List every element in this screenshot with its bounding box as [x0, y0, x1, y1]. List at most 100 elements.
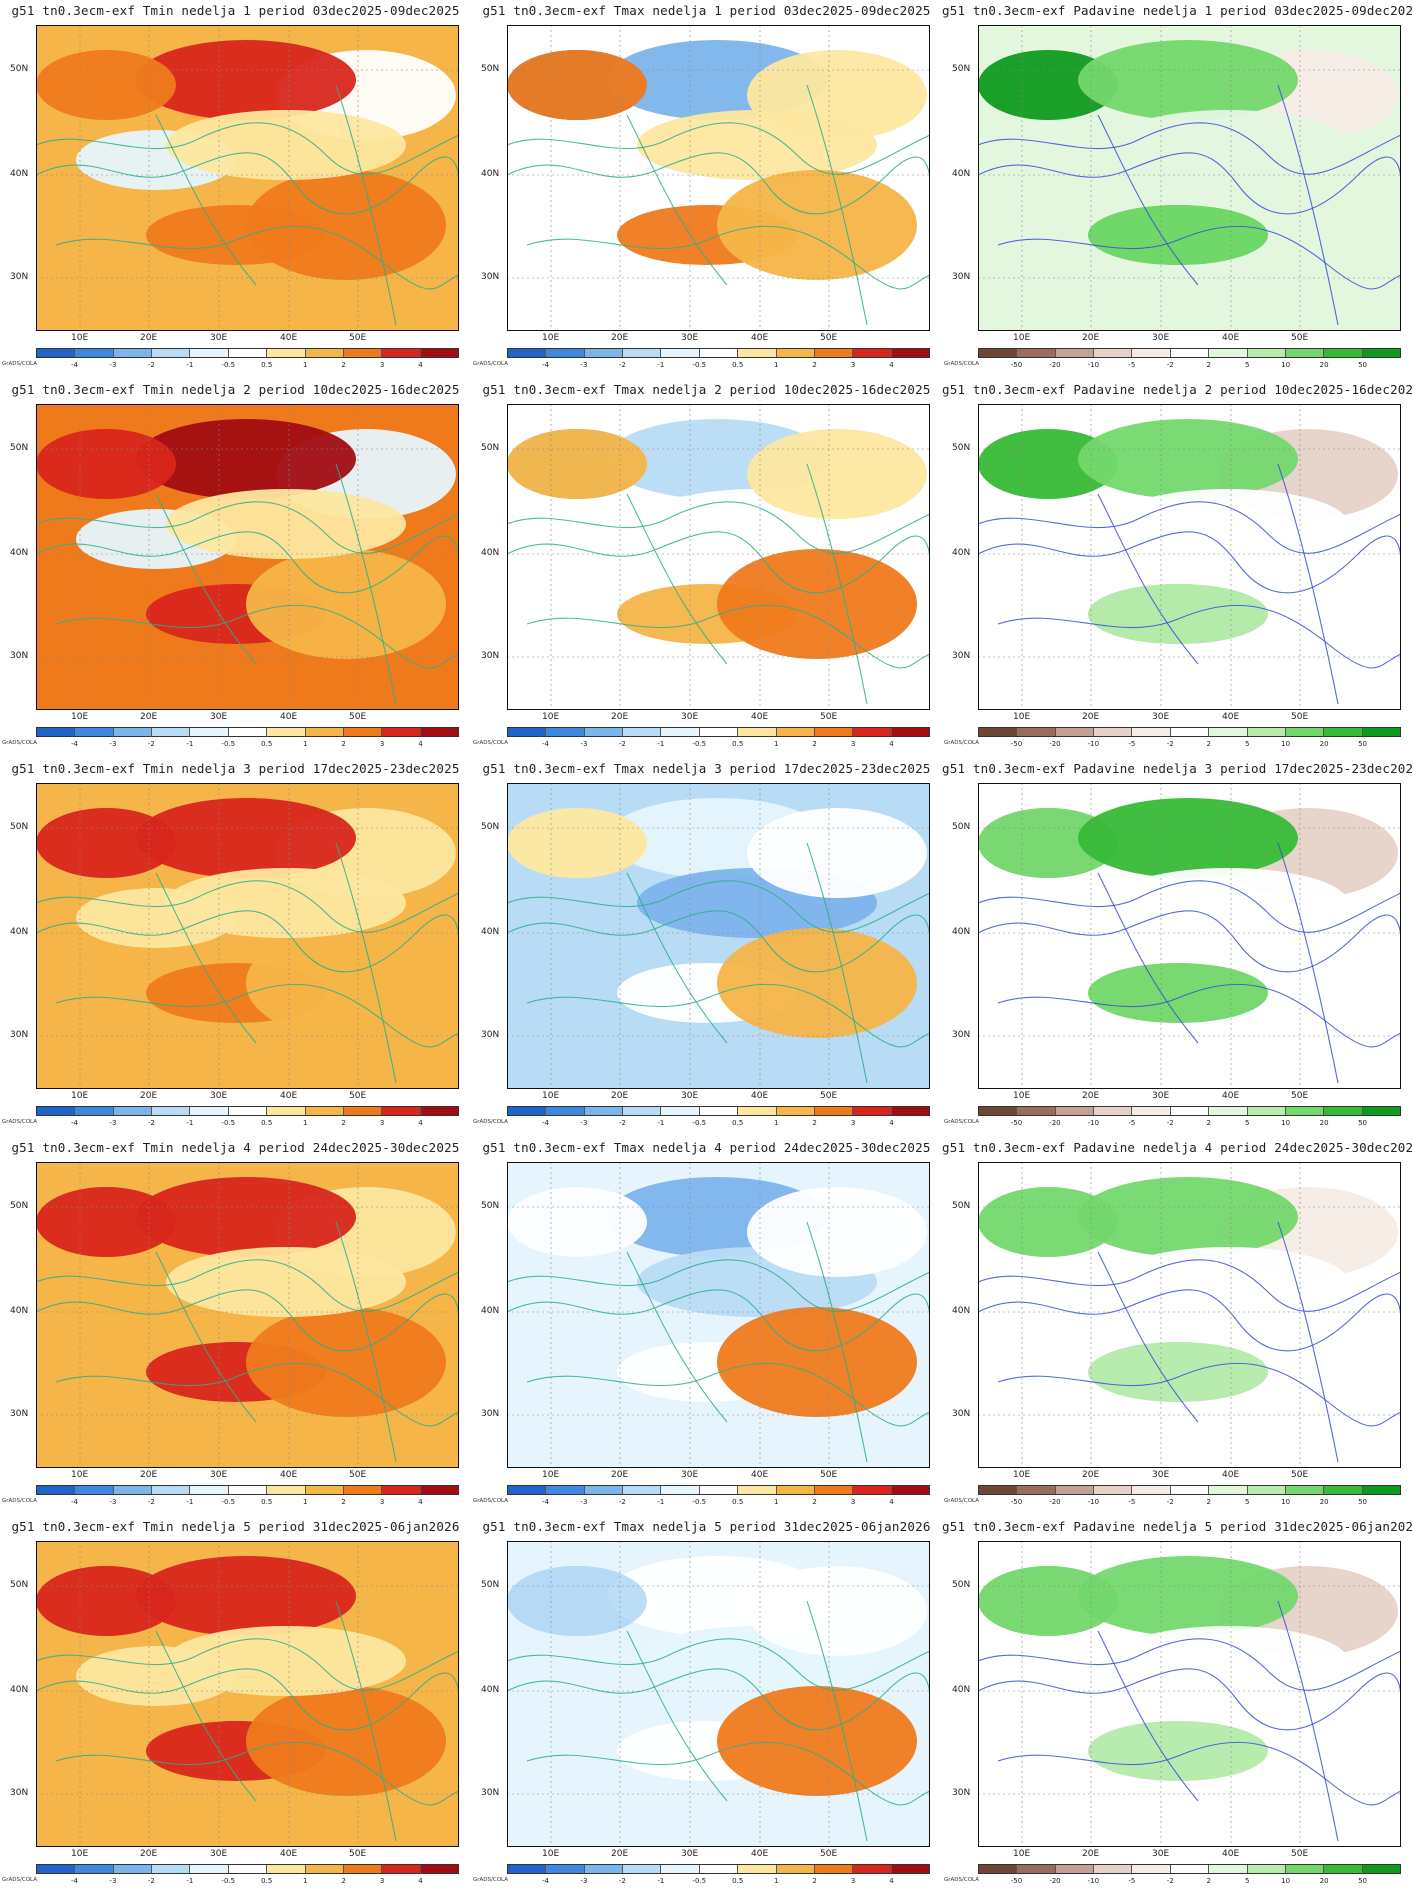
map-frame — [36, 783, 459, 1089]
contour-line — [526, 1741, 930, 1806]
colorbar-segment — [623, 349, 662, 357]
colorbar-tick-label: -20 — [1049, 740, 1061, 748]
longitude-tick-label: 10E — [542, 1470, 560, 1480]
colorbar-tick-label: -2 — [147, 1119, 155, 1127]
colorbar-tick-label: -1 — [657, 1119, 665, 1127]
colorbar-tick-label: -0.5 — [692, 1877, 707, 1885]
anomaly-region — [1108, 110, 1348, 180]
anomaly-region — [978, 1187, 1118, 1257]
contour-line — [36, 1638, 459, 1691]
colorbar-segment — [1055, 1865, 1095, 1873]
longitude-tick-label: 40E — [280, 333, 298, 343]
grads-credit: GrADS/COLA — [2, 1498, 37, 1504]
colorbar-tick-label: 1 — [773, 1498, 779, 1506]
longitude-tick-label: 50E — [1291, 1849, 1309, 1859]
longitude-tick-label: 30E — [681, 1849, 699, 1859]
colorbar-segment — [305, 349, 344, 357]
colorbar-segment — [546, 728, 585, 736]
colorbar-tick-label: -20 — [1049, 361, 1061, 369]
colorbar-segment — [584, 349, 624, 357]
longitude-tick-label: 30E — [681, 1091, 699, 1101]
contour-line — [978, 1668, 1401, 1731]
longitude-tick-label: 10E — [1013, 1091, 1031, 1101]
panel-tmax-week-2: g51 tn0.3ecm-exf Tmax nedelja 2 period 1… — [471, 379, 942, 758]
longitude-tick-label: 10E — [1013, 1470, 1031, 1480]
map-frame — [36, 404, 459, 710]
contour-line — [55, 1741, 459, 1806]
colorbar-segment — [75, 349, 114, 357]
longitude-tick-label: 50E — [820, 1091, 838, 1101]
longitude-tick-label: 50E — [820, 712, 838, 722]
colorbar-segment — [228, 1486, 268, 1494]
anomaly-region — [1078, 798, 1298, 878]
colorbar-segment — [814, 1486, 854, 1494]
latitude-tick-label: 50N — [481, 1580, 500, 1590]
panel-title: g51 tn0.3ecm-exf Tmin nedelja 4 period 2… — [11, 1140, 460, 1155]
latitude-tick-label: 30N — [952, 651, 971, 661]
colorbar-segment — [853, 349, 892, 357]
longitude-tick-label: 10E — [542, 333, 560, 343]
longitude-tick-label: 20E — [1082, 712, 1100, 722]
colorbar-tick-label: 1 — [302, 740, 308, 748]
colorbar-segment — [1017, 728, 1056, 736]
colorbar-tick-label: -1 — [657, 740, 665, 748]
panel-prec-week-1: g51 tn0.3ecm-exf Padavine nedelja 1 peri… — [942, 0, 1413, 379]
colorbar-segment — [420, 1865, 458, 1873]
panel-title: g51 tn0.3ecm-exf Padavine nedelja 4 peri… — [942, 1140, 1413, 1155]
colorbar-tick-label: 4 — [418, 361, 423, 369]
contour-line — [155, 114, 257, 286]
latitude-tick-label: 40N — [952, 1685, 971, 1695]
colorbar-tick-label: 1 — [773, 1877, 779, 1885]
longitude-tick-label: 10E — [71, 1091, 89, 1101]
anomaly-region — [1088, 963, 1268, 1023]
map-area — [36, 25, 459, 331]
colorbar-segment — [1324, 1865, 1363, 1873]
anomaly-region — [1108, 489, 1348, 559]
colorbar-segment — [267, 728, 306, 736]
latitude-tick-label: 30N — [10, 1409, 29, 1419]
colorbar-segment — [1285, 728, 1325, 736]
colorbar — [978, 1485, 1401, 1495]
contour-line — [36, 122, 459, 175]
colorbar-segment — [979, 1107, 1018, 1115]
colorbar-tick-label: -0.5 — [221, 1877, 236, 1885]
anomaly-region — [717, 928, 917, 1038]
colorbar-tick-label: -3 — [580, 1498, 588, 1506]
latitude-tick-label: 50N — [481, 64, 500, 74]
panel-tmax-week-5: g51 tn0.3ecm-exf Tmax nedelja 5 period 3… — [471, 1516, 942, 1895]
colorbar-segment — [1362, 1486, 1400, 1494]
colorbar-segment — [1017, 349, 1056, 357]
colorbar-tick-label: 2 — [812, 361, 817, 369]
colorbar-tick-label: -4 — [541, 1119, 549, 1127]
latitude-tick-label: 30N — [10, 651, 29, 661]
colorbar-tick-label: -20 — [1049, 1498, 1061, 1506]
anomaly-region — [166, 868, 406, 938]
panel-tmin-week-2: g51 tn0.3ecm-exf Tmin nedelja 2 period 1… — [0, 379, 471, 758]
panel-title: g51 tn0.3ecm-exf Tmin nedelja 1 period 0… — [11, 3, 460, 18]
colorbar-segment — [228, 349, 268, 357]
colorbar-segment — [891, 1107, 929, 1115]
colorbar-tick-label: 2 — [812, 1877, 817, 1885]
colorbar-segment — [853, 1486, 892, 1494]
colorbar-tick-label: 5 — [1244, 1877, 1250, 1885]
map-frame — [507, 1162, 930, 1468]
colorbar-tick-label: 0.5 — [261, 1498, 273, 1506]
latitude-tick-label: 30N — [10, 272, 29, 282]
colorbar — [507, 348, 930, 358]
map-area — [507, 783, 930, 1089]
panel-prec-week-3: g51 tn0.3ecm-exf Padavine nedelja 3 peri… — [942, 758, 1413, 1137]
longitude-tick-label: 40E — [1222, 1091, 1240, 1101]
anomaly-region — [166, 489, 406, 559]
colorbar-segment — [1247, 349, 1286, 357]
colorbar-segment — [776, 728, 815, 736]
anomaly-region — [978, 1566, 1118, 1636]
contour-line — [806, 1600, 868, 1842]
latitude-tick-label: 40N — [481, 927, 500, 937]
colorbar-tick-label: 2 — [812, 740, 817, 748]
anomaly-region — [36, 808, 176, 878]
anomaly-map — [36, 1541, 459, 1847]
colorbar-segment — [584, 1107, 624, 1115]
colorbar-segment — [661, 728, 700, 736]
contour-line — [36, 501, 459, 554]
colorbar-segment — [1017, 1486, 1056, 1494]
